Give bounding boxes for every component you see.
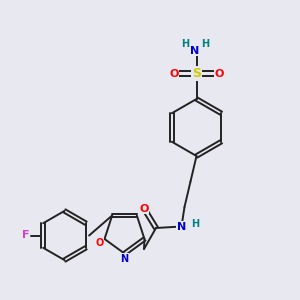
- Text: S: S: [192, 67, 201, 80]
- Text: O: O: [214, 68, 224, 79]
- Text: N: N: [120, 254, 129, 264]
- Text: N: N: [177, 221, 186, 232]
- Text: N: N: [190, 46, 200, 56]
- Text: O: O: [169, 68, 179, 79]
- Text: F: F: [22, 230, 29, 241]
- Text: O: O: [95, 238, 103, 248]
- Text: H: H: [191, 219, 199, 229]
- Text: H: H: [201, 38, 209, 49]
- Text: O: O: [139, 203, 149, 214]
- Text: H: H: [181, 38, 189, 49]
